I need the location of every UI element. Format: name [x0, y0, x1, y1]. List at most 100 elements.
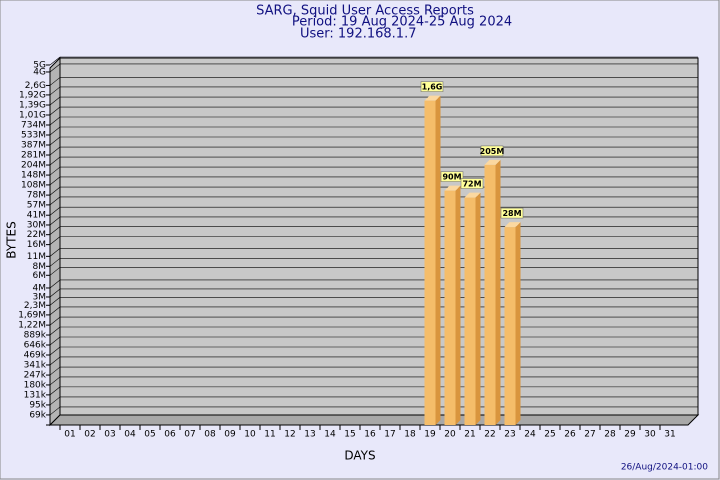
bar-top — [504, 222, 521, 228]
data-label: 90M — [442, 173, 461, 182]
data-label: 205M — [480, 147, 505, 156]
bar-top — [464, 192, 481, 198]
x-tick-label: 10 — [244, 430, 256, 440]
x-tick-label: 24 — [524, 430, 536, 440]
subtitle: User: 192.168.1.7 — [300, 27, 416, 42]
y-tick-label: 247k — [24, 371, 47, 381]
grid-line — [49, 206, 61, 216]
bar — [444, 190, 456, 425]
data-label-box — [440, 171, 464, 182]
grid-line — [49, 216, 61, 226]
grid-line — [49, 356, 61, 366]
grid-line — [49, 386, 61, 396]
bar — [484, 164, 496, 425]
y-tick-label: 533M — [21, 131, 46, 141]
y-tick-label: 16M — [27, 240, 46, 250]
bar-top — [444, 185, 461, 191]
y-tick-label: 646k — [24, 340, 47, 350]
footer: 26/Aug/2024-01:00 — [621, 463, 708, 473]
data-label-box — [480, 145, 504, 157]
y-tick-label: 1,01G — [19, 111, 46, 121]
bar-side — [475, 192, 481, 425]
y-tick-label: 148M — [21, 171, 46, 181]
x-tick-label: 21 — [464, 430, 475, 440]
y-tick-label: 281M — [21, 151, 46, 161]
x-tick-label: 04 — [124, 430, 136, 440]
data-label-box — [420, 81, 444, 92]
data-label: 1,6G — [422, 83, 443, 92]
bar-top — [424, 95, 441, 101]
x-tick-label: 22 — [484, 430, 495, 440]
grid-line — [49, 186, 61, 196]
grid-line — [49, 267, 61, 276]
chart-title: SARG, Squid User Access Reports — [256, 4, 474, 19]
grid-line — [49, 346, 61, 356]
y-tick-label: 22M — [27, 230, 46, 240]
grid-line — [49, 86, 61, 96]
data-label-box — [460, 178, 484, 189]
y-tick-label: 131k — [24, 390, 47, 400]
grid-line — [49, 156, 61, 166]
x-tick-label: 02 — [84, 430, 95, 440]
bar — [424, 100, 436, 425]
x-tick-label: 13 — [304, 430, 315, 440]
bar-group: 90M — [440, 171, 464, 425]
x-tick-label: 23 — [504, 430, 515, 440]
y-tick-label: 108M — [21, 180, 46, 190]
data-label: 28M — [502, 209, 521, 218]
side-wall — [49, 56, 61, 427]
grid-line — [49, 376, 61, 386]
grid-line — [49, 336, 61, 346]
grid-line — [49, 279, 61, 289]
grid-line — [49, 96, 61, 106]
y-tick-label: 8M — [33, 262, 47, 272]
grid-line — [49, 176, 61, 186]
y-tick-label: 469k — [24, 351, 47, 361]
grid-line — [49, 326, 61, 336]
grid-line — [49, 77, 61, 86]
x-tick-label: 28 — [604, 430, 616, 440]
data-label-box — [500, 207, 524, 219]
grid-line — [49, 297, 61, 306]
y-tick-label: 30M — [27, 220, 46, 230]
bar-group: 72M — [460, 178, 484, 425]
bar-group: 28M — [500, 207, 524, 425]
x-tick-label: 07 — [184, 430, 195, 440]
x-tick-label: 12 — [284, 430, 295, 440]
grid-line — [49, 136, 61, 146]
grid-line — [49, 258, 61, 267]
y-tick-label: 2,3M — [24, 301, 46, 311]
bar-side — [455, 185, 461, 425]
y-tick-label: 1,22M — [18, 321, 46, 331]
y-tick-label: 387M — [21, 141, 46, 151]
bar-group: 205M — [480, 145, 505, 425]
grid-line — [49, 248, 61, 257]
y-tick-label: 2,6G — [25, 81, 46, 91]
x-tick-label: 06 — [164, 430, 176, 440]
floor — [48, 414, 700, 426]
y-tick-label: 69k — [29, 410, 46, 420]
bar-side — [515, 222, 521, 425]
x-tick-label: 05 — [144, 430, 155, 440]
x-tick-label: 14 — [324, 430, 336, 440]
grid-line — [49, 396, 61, 406]
grid-line — [49, 106, 61, 116]
subtitle: Period: 19 Aug 2024-25 Aug 2024 — [292, 15, 512, 30]
y-tick-label: 11M — [27, 252, 46, 262]
x-tick-label: 08 — [204, 430, 216, 440]
y-tick-label: 5G — [33, 61, 46, 71]
bar-group: 1,6G — [420, 81, 444, 425]
grid-line — [49, 236, 61, 245]
y-tick-label: 1,39G — [19, 101, 46, 111]
y-tick-label: 889k — [24, 331, 47, 341]
x-tick-label: 26 — [564, 430, 576, 440]
y-tick-label: 1,69M — [18, 310, 46, 320]
x-tick-label: 19 — [424, 430, 436, 440]
x-tick-label: 17 — [384, 430, 395, 440]
y-tick-label: 6M — [33, 271, 47, 281]
grid-line — [49, 306, 61, 316]
grid-line — [49, 288, 61, 298]
grid-line — [49, 146, 61, 156]
grid-line — [49, 196, 61, 206]
y-tick-label: 41M — [27, 211, 46, 221]
